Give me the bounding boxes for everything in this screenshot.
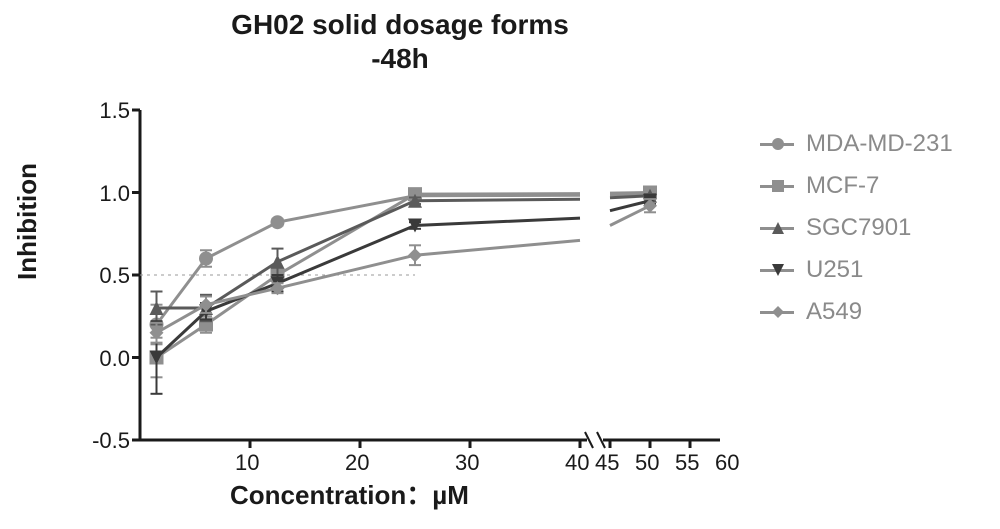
chart-container: GH02 solid dosage forms -48h Inhibition …	[0, 0, 1000, 529]
legend-swatch	[760, 227, 794, 230]
x-tick-label: 60	[715, 450, 739, 476]
chart-title: GH02 solid dosage forms -48h	[140, 8, 660, 75]
chart-title-line2: -48h	[140, 42, 660, 76]
x-tick-label: 20	[345, 450, 369, 476]
x-tick-label: 40	[565, 450, 589, 476]
y-tick-label: 1.5	[80, 98, 130, 124]
legend-swatch	[760, 311, 794, 314]
legend-item: MCF-7	[760, 172, 953, 200]
legend-label: MCF-7	[806, 172, 879, 200]
legend-swatch	[760, 185, 794, 188]
series-MCF-7	[150, 186, 658, 378]
legend-item: SGC7901	[760, 214, 953, 242]
legend-swatch	[760, 143, 794, 146]
legend-label: U251	[806, 256, 863, 284]
legend-item: U251	[760, 256, 953, 284]
y-tick-label: -0.5	[80, 428, 130, 454]
x-tick-label: 50	[635, 450, 659, 476]
legend-item: MDA-MD-231	[760, 130, 953, 158]
y-tick-label: 1.0	[80, 181, 130, 207]
x-tick-label: 30	[455, 450, 479, 476]
legend: MDA-MD-231 MCF-7 SGC7901 U251 A549	[760, 130, 953, 340]
chart-title-line1: GH02 solid dosage forms	[140, 8, 660, 42]
series-A549	[150, 199, 658, 343]
legend-item: A549	[760, 298, 953, 326]
y-tick-label: 0.5	[80, 263, 130, 289]
legend-label: SGC7901	[806, 214, 911, 242]
legend-label: MDA-MD-231	[806, 130, 953, 158]
legend-label: A549	[806, 298, 862, 326]
legend-swatch	[760, 269, 794, 272]
y-tick-label: 0.0	[80, 346, 130, 372]
series-MDA-MD-231	[150, 187, 658, 344]
x-tick-label: 55	[675, 450, 699, 476]
x-tick-label: 45	[595, 450, 619, 476]
x-tick-label: 10	[235, 450, 259, 476]
